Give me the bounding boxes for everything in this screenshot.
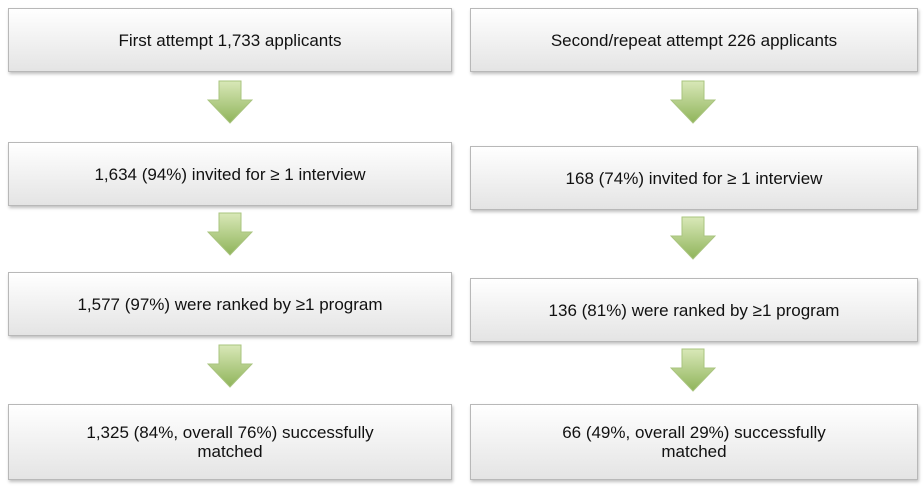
arrow bbox=[207, 212, 253, 256]
box-text: 66 (49%, overall 29%) successfully bbox=[562, 423, 826, 442]
box-text: Second/repeat attempt 226 applicants bbox=[550, 30, 838, 50]
arrow bbox=[207, 80, 253, 124]
box-text: 168 (74%) invited for ≥ 1 interview bbox=[565, 168, 823, 188]
box: First attempt 1,733 applicants bbox=[8, 8, 452, 72]
box: 66 (49%, overall 29%) successfully matche… bbox=[470, 404, 918, 480]
box: 168 (74%) invited for ≥ 1 interview bbox=[470, 146, 918, 210]
box-text: 1,577 (97%) were ranked by ≥1 program bbox=[77, 294, 383, 314]
box: 1,325 (84%, overall 76%) successfully mat… bbox=[8, 404, 452, 480]
box: 1,634 (94%) invited for ≥ 1 interview bbox=[8, 142, 452, 206]
box: 1,577 (97%) were ranked by ≥1 program bbox=[8, 272, 452, 336]
box-text: 1,325 (84%, overall 76%) successfully bbox=[86, 423, 374, 442]
arrow bbox=[670, 348, 716, 392]
box-text: 1,634 (94%) invited for ≥ 1 interview bbox=[94, 164, 366, 184]
box: Second/repeat attempt 226 applicants bbox=[470, 8, 918, 72]
box-text: 136 (81%) were ranked by ≥1 program bbox=[548, 300, 840, 320]
box: 136 (81%) were ranked by ≥1 program bbox=[470, 278, 918, 342]
arrow bbox=[670, 80, 716, 124]
box-text: matched bbox=[197, 442, 263, 461]
box-text: matched bbox=[661, 442, 727, 461]
arrow bbox=[670, 216, 716, 260]
box-text: First attempt 1,733 applicants bbox=[118, 30, 342, 50]
arrow bbox=[207, 344, 253, 388]
